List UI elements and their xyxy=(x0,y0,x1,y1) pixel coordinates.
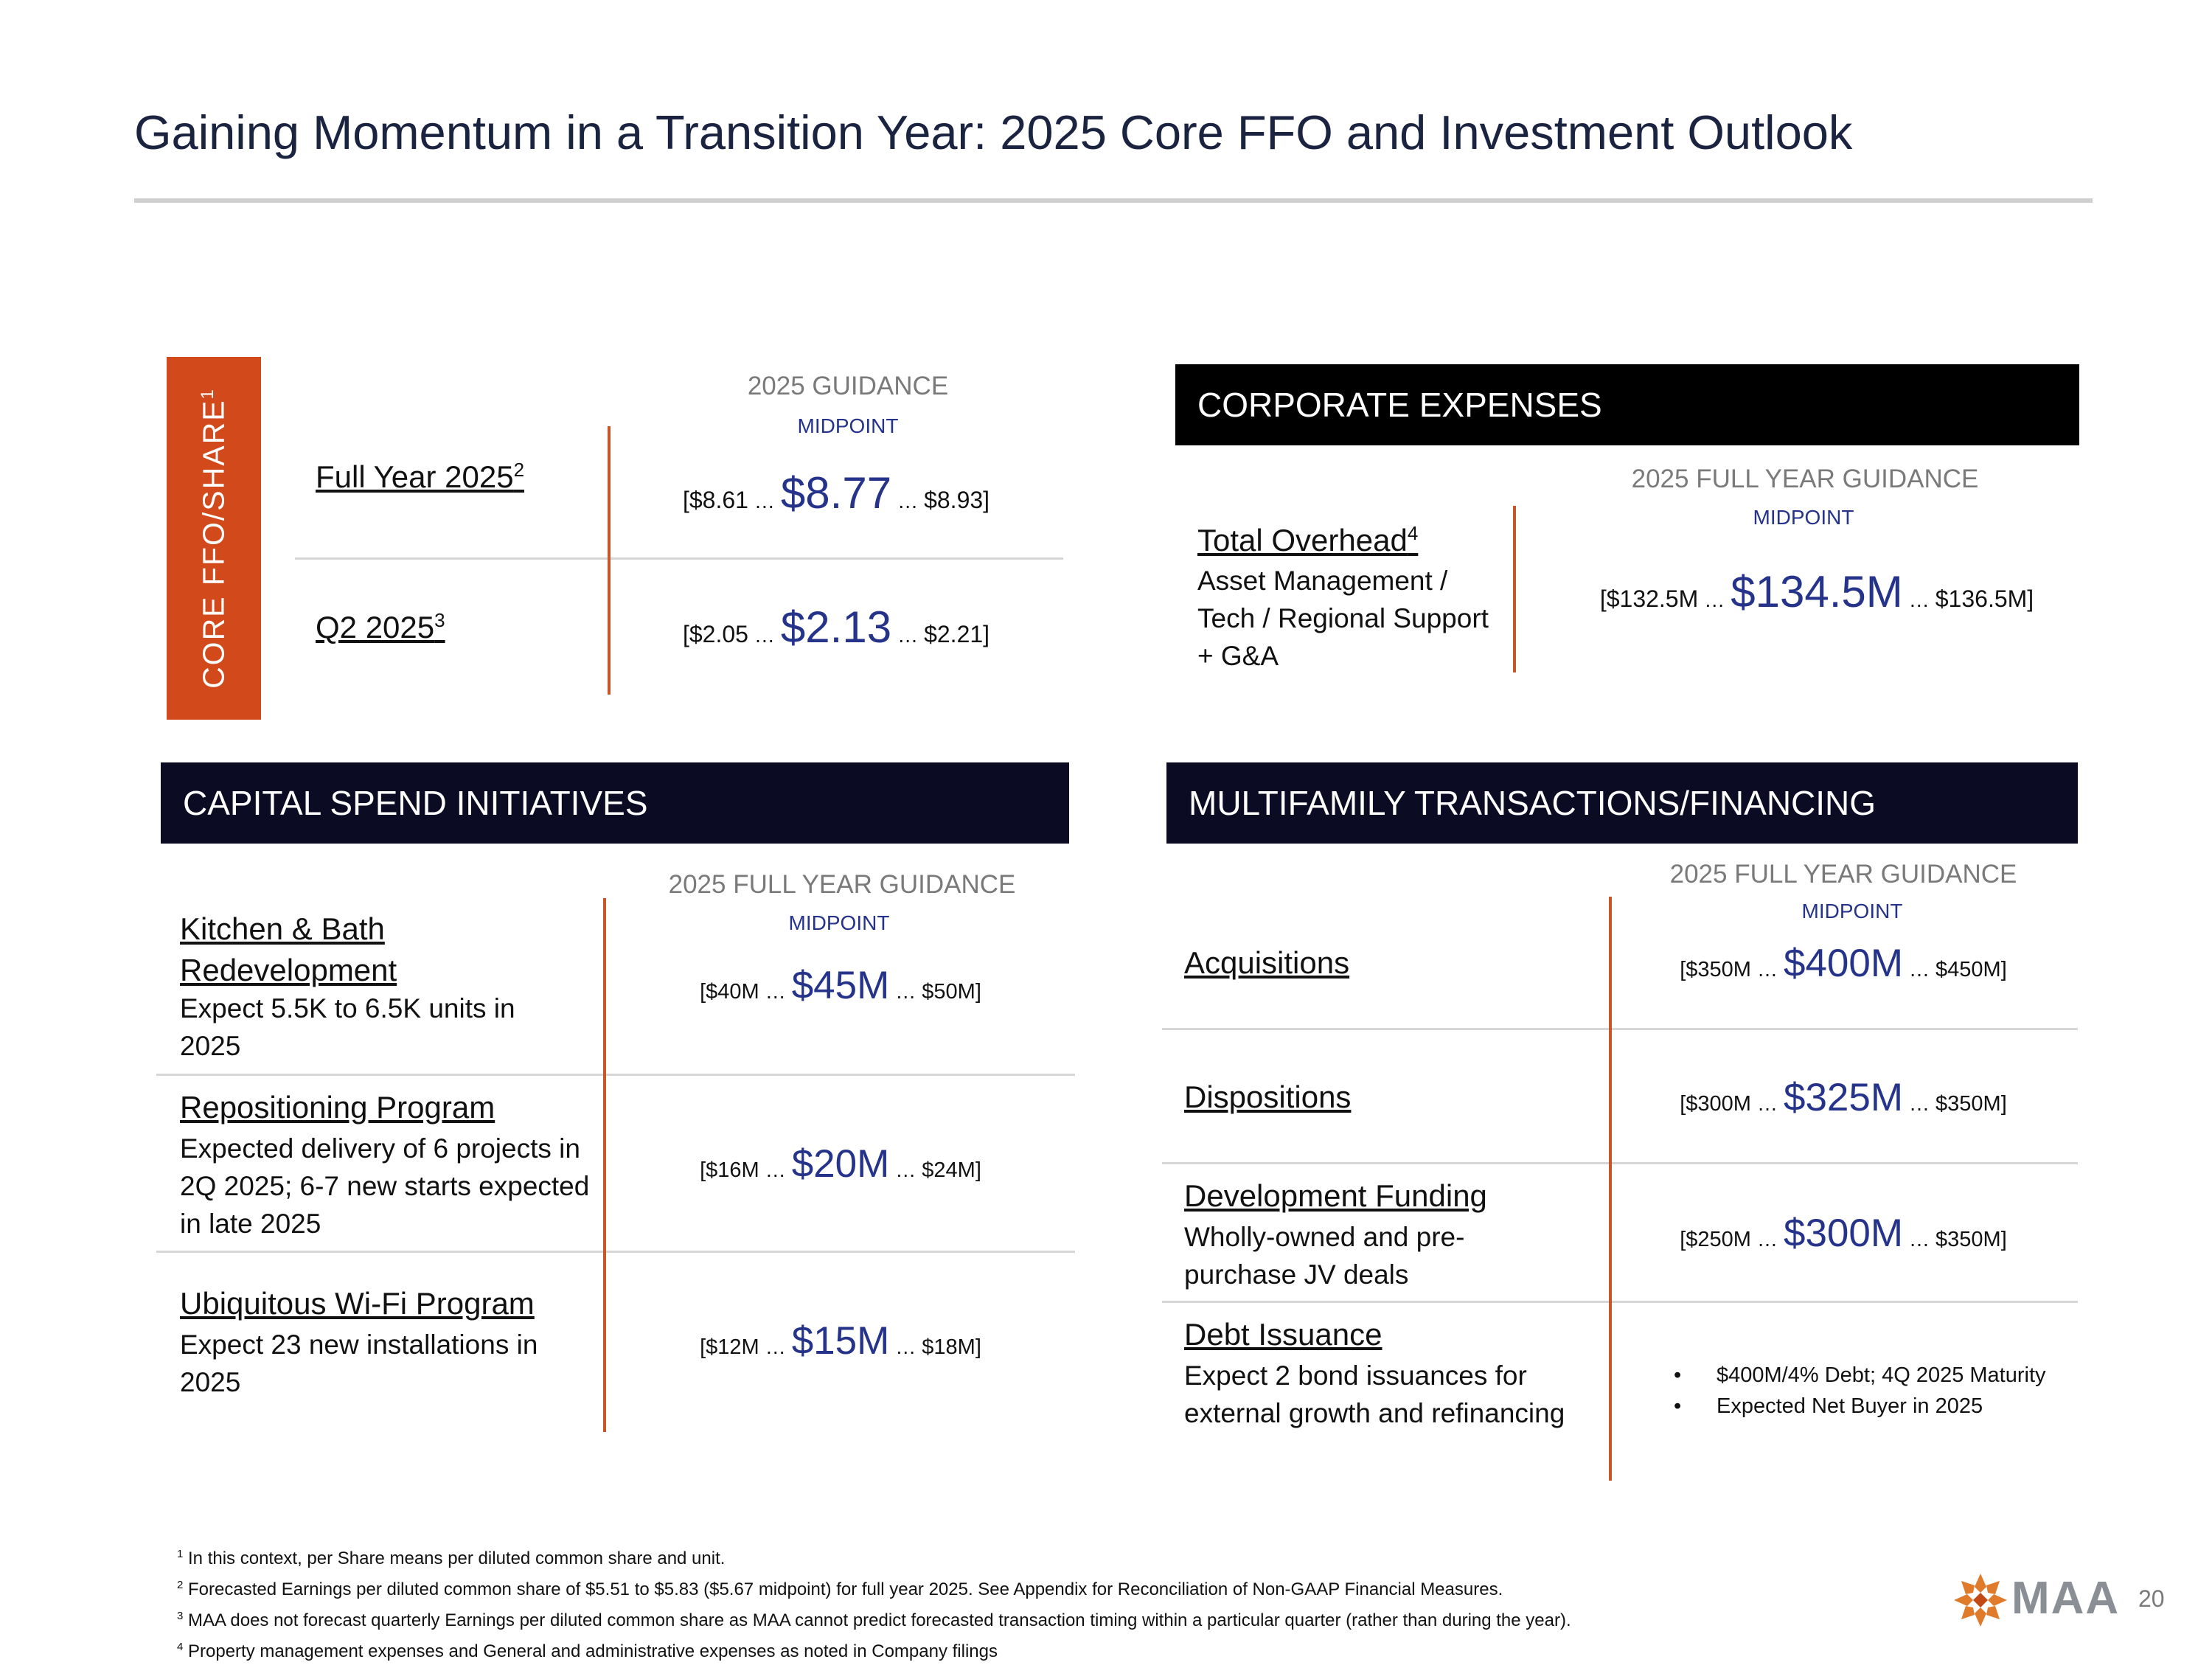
capital-header: 2025 FULL YEAR GUIDANCE xyxy=(668,870,1016,899)
debt-issuance-label: Debt Issuance xyxy=(1184,1317,1382,1352)
footnote: 2 Forecasted Earnings per diluted common… xyxy=(177,1579,1503,1599)
corporate-expenses-banner: CORPORATE EXPENSES xyxy=(1175,364,2079,445)
core-ffo-range-q2: [$2.05… $2.13… $2.21] xyxy=(682,602,990,652)
wifi-range: [$12M… $15M… $18M] xyxy=(700,1319,981,1363)
corporate-header: 2025 FULL YEAR GUIDANCE xyxy=(1631,465,1979,493)
row-divider xyxy=(156,1251,1075,1253)
multifamily-banner: MULTIFAMILY TRANSACTIONS/FINANCING xyxy=(1166,762,2078,844)
footnote: 1 In this context, per Share means per d… xyxy=(177,1548,726,1568)
list-item: • $400M/4% Debt; 4Q 2025 Maturity xyxy=(1674,1363,2046,1387)
core-ffo-band: CORE FFO/SHARE1 xyxy=(167,357,261,720)
core-ffo-subheader: MIDPOINT xyxy=(797,414,899,437)
core-ffo-row-label: Full Year 20252 xyxy=(316,459,525,494)
capital-subheader: MIDPOINT xyxy=(788,911,890,934)
core-ffo-header: 2025 GUIDANCE xyxy=(747,372,949,400)
multifamily-subheader: MIDPOINT xyxy=(1801,900,1903,922)
column-divider xyxy=(1513,506,1516,672)
wifi-desc: Expect 23 new installations in 2025 xyxy=(180,1329,538,1397)
footnote: 4 Property management expenses and Gener… xyxy=(177,1641,998,1661)
kitchen-bath-desc: Expect 5.5K to 6.5K units in 2025 xyxy=(180,993,515,1061)
core-ffo-band-label: CORE FFO/SHARE1 xyxy=(196,388,231,689)
acquisitions-label: Acquisitions xyxy=(1184,945,1350,980)
total-overhead-range: [$132.5M… $134.5M… $136.5M] xyxy=(1599,567,2034,616)
dispositions-label: Dispositions xyxy=(1184,1080,1352,1114)
footnote: 3 MAA does not forecast quarterly Earnin… xyxy=(177,1610,1571,1630)
maa-logo-text: MAA xyxy=(2011,1573,2121,1624)
list-item: • Expected Net Buyer in 2025 xyxy=(1674,1394,1983,1418)
dispositions-range: [$300M… $325M… $350M] xyxy=(1680,1076,2007,1119)
row-divider xyxy=(156,1074,1075,1076)
kitchen-bath-range: [$40M… $45M… $50M] xyxy=(700,964,981,1007)
kitchen-bath-label: Kitchen & Bath Redevelopment xyxy=(180,911,397,987)
development-funding-range: [$250M… $300M… $350M] xyxy=(1680,1212,2007,1255)
wifi-label: Ubiquitous Wi-Fi Program xyxy=(180,1286,535,1321)
multifamily-header: 2025 FULL YEAR GUIDANCE xyxy=(1669,860,2017,889)
debt-issuance-desc: Expect 2 bond issuances for external gro… xyxy=(1184,1360,1565,1428)
repositioning-label: Repositioning Program xyxy=(180,1090,495,1125)
column-divider xyxy=(608,426,611,695)
development-funding-desc: Wholly-owned and pre-purchase JV deals xyxy=(1184,1222,1465,1290)
capital-spend-banner: CAPITAL SPEND INITIATIVES xyxy=(161,762,1069,844)
total-overhead-desc: Asset Management / Tech / Regional Suppo… xyxy=(1197,566,1489,671)
repositioning-range: [$16M… $20M… $24M] xyxy=(700,1142,981,1186)
row-divider xyxy=(295,557,1063,560)
row-divider xyxy=(1162,1301,2078,1303)
page-number: 20 xyxy=(2138,1585,2165,1612)
core-ffo-range-full-year: [$8.61… $8.77… $8.93] xyxy=(682,468,990,518)
column-divider xyxy=(603,898,606,1432)
acquisitions-range: [$350M… $400M… $450M] xyxy=(1680,942,2007,985)
development-funding-label: Development Funding xyxy=(1184,1178,1487,1213)
repositioning-desc: Expected delivery of 6 projects in 2Q 20… xyxy=(180,1133,590,1239)
column-divider xyxy=(1609,897,1612,1481)
debt-issuance-bullets: • $400M/4% Debt; 4Q 2025 Maturity • Expect… xyxy=(1674,1360,2046,1422)
maa-logo-icon xyxy=(1952,1572,2008,1628)
corporate-subheader: MIDPOINT xyxy=(1753,506,1854,529)
page-title: Gaining Momentum in a Transition Year: 2… xyxy=(134,105,1853,159)
core-ffo-row-label: Q2 20253 xyxy=(316,609,445,644)
total-overhead-label: Total Overhead4 xyxy=(1197,522,1419,557)
footnotes: 1 In this context, per Share means per d… xyxy=(177,1541,1571,1665)
row-divider xyxy=(1162,1162,2078,1164)
title-divider xyxy=(134,198,2093,203)
row-divider xyxy=(1162,1028,2078,1030)
